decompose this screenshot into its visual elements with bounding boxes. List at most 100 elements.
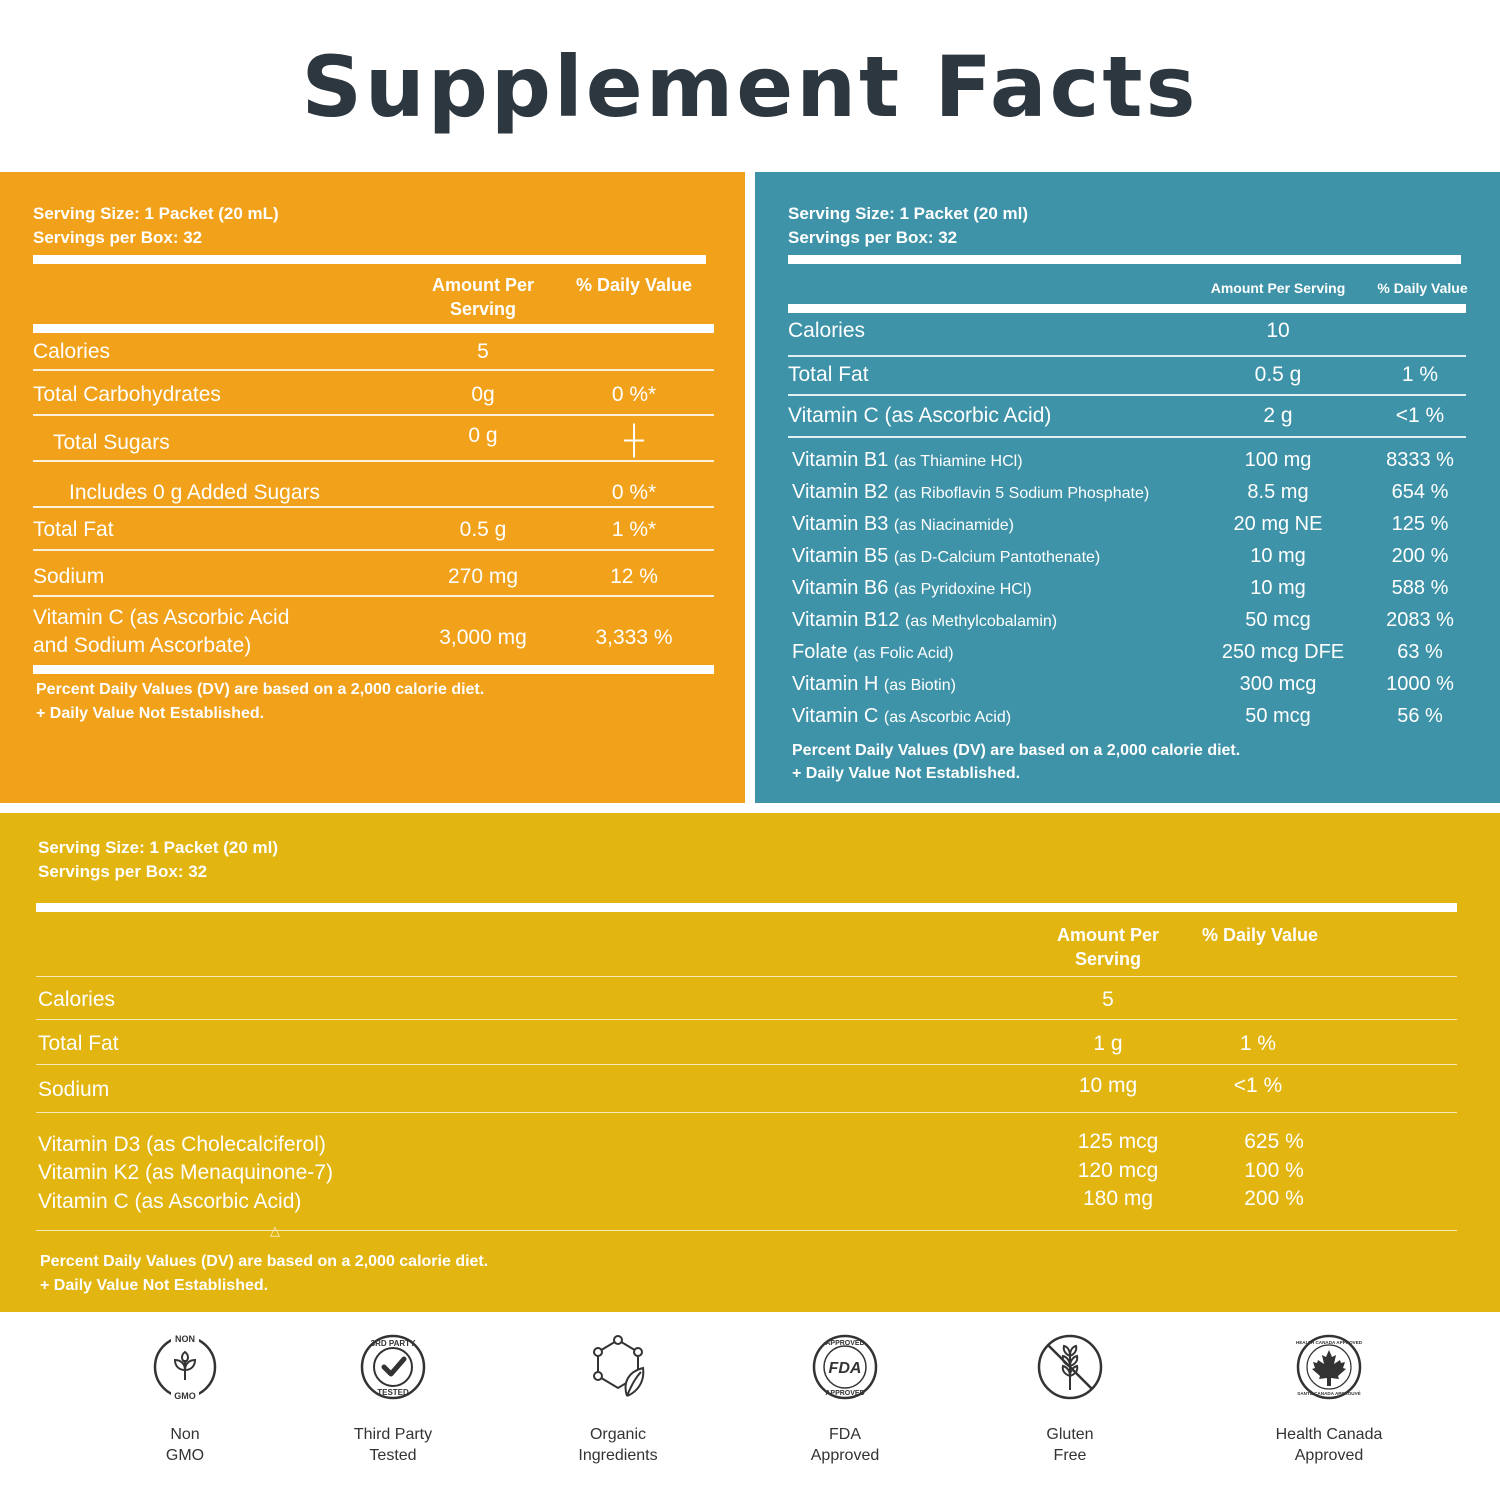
nutrient-daily-value: 3,333 %: [595, 626, 673, 649]
nutrient-name: Total Fat: [33, 518, 114, 541]
nutrient-amount: 300 mcg: [1239, 673, 1317, 695]
row-divider: [33, 549, 714, 551]
nutrient-name: Calories: [788, 319, 866, 342]
fda-approved-icon: APPROVED FDA APPROVED: [812, 1334, 878, 1400]
badge-label-line1: FDA: [829, 1426, 861, 1443]
servings-per-box: Servings per Box: 32: [33, 228, 203, 247]
divider-thick: [788, 304, 1466, 313]
nutrient-daily-value: 56 %: [1397, 705, 1443, 727]
vitamin-row: Vitamin B2 (as Riboflavin 5 Sodium Phosp…: [792, 481, 1149, 504]
nutrient-amount: 50 mcg: [1245, 609, 1311, 631]
nutrient-name: Calories: [38, 988, 116, 1011]
vitamin-name: Vitamin B1: [792, 449, 889, 471]
badge-health-canada: HEALTH CANADA APPROVED SANTÉ CANADA APPR…: [1249, 1332, 1409, 1466]
row-divider: [36, 1230, 1457, 1231]
nutrient-amount: 0g: [471, 383, 495, 406]
row-divider: [33, 460, 714, 462]
badge-text-top: APPROVED: [825, 1340, 864, 1347]
badge-label-line2: Tested: [369, 1447, 417, 1464]
vitamin-source: (as Niacinamide): [893, 517, 1014, 534]
badge-text-middle: FDA: [829, 1360, 862, 1377]
column-header-amount: Amount Per Serving: [1210, 280, 1346, 296]
footnote-not-established: + Daily Value Not Established.: [36, 705, 265, 722]
vitamin-row: Vitamin C (as Ascorbic Acid): [792, 705, 1011, 728]
nutrient-amount: 3,000 mg: [439, 626, 527, 649]
footnote-daily-values: Percent Daily Values (DV) are based on a…: [792, 742, 1241, 759]
badge-text-bottom: SANTÉ CANADA APPROUVÉ: [1297, 1389, 1360, 1396]
badge-label-line2: Free: [1053, 1447, 1087, 1464]
nutrient-daily-value: 200 %: [1244, 1187, 1304, 1210]
nutrient-amount: 100 mg: [1244, 449, 1312, 471]
divider-thick: [36, 903, 1457, 912]
column-header-daily-value: % Daily Value: [1377, 280, 1468, 296]
nutrient-name: Vitamin C (as Ascorbic Acid): [788, 404, 1052, 427]
vitamin-row: Vitamin B5 (as D-Calcium Pantothenate): [792, 545, 1100, 568]
nutrient-daily-value: 1 %: [1401, 363, 1439, 386]
nutrient-name: Sodium: [38, 1078, 110, 1101]
nutrient-daily-value: 8333 %: [1386, 449, 1454, 471]
row-divider: [33, 369, 714, 371]
nutrient-amount: 5: [1102, 988, 1114, 1011]
servings-per-box: Servings per Box: 32: [38, 862, 208, 881]
nutrient-daily-value: <1 %: [1395, 404, 1445, 427]
vitamin-name: Vitamin H: [792, 673, 879, 695]
badge-label-line1: Non: [170, 1426, 200, 1443]
column-header-daily-value: % Daily Value: [1201, 925, 1319, 945]
badge-non-gmo: NON GMO Non GMO: [105, 1332, 265, 1466]
nutrient-daily-value: 63 %: [1397, 641, 1443, 663]
nutrient-amount: 125 mcg: [1077, 1130, 1159, 1153]
nutrient-amount: 250 mcg DFE: [1221, 641, 1345, 663]
footnote-not-established: + Daily Value Not Established.: [792, 765, 1021, 782]
badge-text-bottom: APPROVED: [825, 1390, 864, 1397]
row-divider: [36, 1064, 1457, 1065]
page-title: Supplement Facts: [301, 38, 1199, 136]
vitamin-source: (as Pyridoxine HCl): [893, 581, 1032, 598]
supplement-panel-yellow: Serving Size: 1 Packet (20 ml) Servings …: [0, 813, 1500, 1312]
badge-text-top: NON: [175, 1334, 195, 1344]
footnote-not-established: + Daily Value Not Established.: [40, 1277, 269, 1294]
divider-thick: [33, 665, 714, 674]
badge-third-party-tested: 3RD PARTY TESTED Third Party Tested: [313, 1332, 473, 1466]
vitamin-name: Folate: [792, 641, 848, 663]
nutrient-amount: 10: [1266, 319, 1290, 342]
supplement-panel-teal: Serving Size: 1 Packet (20 ml) Servings …: [755, 172, 1500, 803]
row-divider: [36, 976, 1457, 977]
vitamin-source: (as Ascorbic Acid): [883, 709, 1012, 726]
marker-symbol: △: [270, 1223, 280, 1239]
badge-label: FDA Approved: [765, 1424, 925, 1466]
nutrient-name: Total Fat: [788, 363, 869, 386]
vitamin-source: (as Thiamine HCl): [893, 453, 1023, 470]
row-divider: [788, 436, 1466, 438]
row-divider: [36, 1112, 1457, 1113]
nutrient-daily-value: 100 %: [1244, 1159, 1304, 1182]
row-divider: [788, 355, 1466, 357]
nutrient-name: Total Fat: [38, 1032, 119, 1055]
nutrient-amount: 50 mcg: [1245, 705, 1311, 727]
badge-label: Non GMO: [105, 1424, 265, 1466]
nutrient-name: Sodium: [33, 565, 105, 588]
vitamin-row: Vitamin B3 (as Niacinamide): [792, 513, 1014, 536]
nutrient-amount: 10 mg: [1078, 1074, 1138, 1097]
vitamin-name: Vitamin B2: [792, 481, 889, 503]
vitamin-source: (as Methylcobalamin): [905, 613, 1058, 630]
row-divider: [33, 506, 714, 508]
vitamin-name: Vitamin C: [792, 705, 879, 727]
nutrient-daily-value: 1 %: [1239, 1032, 1277, 1055]
badge-gluten-free: Gluten Free: [990, 1332, 1150, 1466]
footnote-daily-values: Percent Daily Values (DV) are based on a…: [40, 1253, 489, 1270]
nutrient-amount: 120 mcg: [1077, 1159, 1159, 1182]
vitamin-name: Vitamin K2 (as Menaquinone-7): [38, 1161, 333, 1184]
nutrient-name-continued: and Sodium Ascorbate): [33, 634, 252, 657]
dagger-mark: ┼: [624, 424, 644, 455]
footnote-daily-values: Percent Daily Values (DV) are based on a…: [36, 681, 485, 698]
vitamin-name: Vitamin B3: [792, 513, 889, 535]
badge-label: Health Canada Approved: [1249, 1424, 1409, 1466]
vitamin-row: Vitamin B6 (as Pyridoxine HCl): [792, 577, 1032, 600]
nutrient-daily-value: 200 %: [1391, 545, 1449, 567]
divider-thick: [33, 255, 706, 264]
organic-ingredients-icon: [593, 1335, 645, 1397]
nutrient-daily-value: 1000 %: [1386, 673, 1454, 695]
serving-size: Serving Size: 1 Packet (20 ml): [38, 838, 278, 857]
badge-label-line1: Third Party: [353, 1426, 433, 1443]
row-divider: [788, 394, 1466, 396]
